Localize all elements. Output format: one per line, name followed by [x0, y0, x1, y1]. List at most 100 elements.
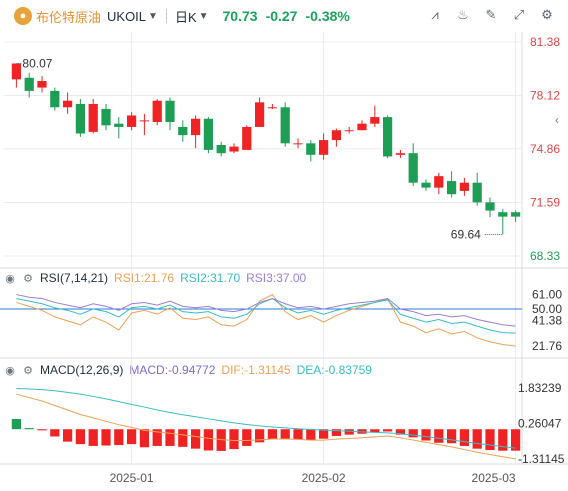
gear-icon[interactable]: ⚙	[23, 364, 33, 377]
y-tick-label: 81.38	[530, 35, 560, 49]
candle-body	[267, 107, 278, 109]
rsi-title[interactable]: RSI(7,14,21)	[40, 271, 109, 285]
macd-bar	[382, 429, 393, 432]
price-change: -0.27	[265, 8, 298, 24]
macd-bar	[395, 429, 406, 435]
candle-body	[280, 107, 290, 144]
macd-bar	[370, 429, 380, 433]
annotation-high-label: 80.07	[22, 56, 52, 70]
rsi-y-tick: 41.38	[532, 313, 562, 327]
rsi-line-rsi1	[16, 293, 516, 347]
candle-body	[472, 182, 482, 203]
y-tick-label: 78.12	[530, 88, 560, 102]
macd-line-dea	[16, 388, 516, 449]
macd-bar	[267, 429, 278, 440]
dea-value: DEA:-0.83759	[296, 363, 372, 377]
compare-icon[interactable]: ⩘	[431, 7, 439, 22]
macd-bar	[459, 429, 470, 446]
macd-bar	[293, 429, 303, 440]
last-price: 70.73	[222, 8, 258, 24]
symbol-label[interactable]: UKOIL	[107, 8, 147, 24]
macd-bar	[510, 429, 521, 451]
candle-body	[293, 143, 303, 145]
candle-body	[101, 108, 111, 126]
candle-body	[357, 123, 367, 131]
fullscreen-icon[interactable]: ⤢	[513, 7, 525, 22]
candle-body	[446, 181, 457, 195]
macd-bar	[88, 429, 98, 446]
x-tick-label: 2025-02	[302, 471, 346, 485]
rsi-line-rsi3	[16, 294, 516, 327]
candle-body	[344, 130, 354, 132]
chart-header: ● 布伦特原油 UKOIL ▼ 日K ▼ 70.73 -0.27 -0.38% …	[0, 0, 568, 32]
candle-body	[152, 100, 162, 123]
x-tick-label: 2025-03	[472, 471, 516, 485]
divider	[165, 9, 167, 23]
chevron-down-icon[interactable]: ▼	[148, 10, 158, 22]
candle-body	[139, 120, 150, 122]
macd-bar	[485, 429, 495, 451]
candle-body	[50, 90, 60, 108]
macd-bar	[472, 429, 482, 449]
macd-bar	[344, 429, 354, 435]
candle-body	[306, 143, 316, 155]
candle-body	[421, 182, 431, 188]
macd-bar	[408, 429, 418, 438]
macd-title[interactable]: MACD(12,26,9)	[40, 363, 124, 377]
period-selector[interactable]: 日K	[174, 9, 197, 25]
eye-icon[interactable]: ◉	[5, 272, 15, 285]
macd-value: MACD:-0.94772	[129, 363, 216, 377]
candle-body	[216, 144, 226, 154]
macd-header: ◉ ⚙ MACD(12,26,9) MACD:-0.94772 DIF:-1.3…	[4, 362, 372, 378]
candle-body	[203, 118, 214, 150]
candle-body	[395, 153, 406, 155]
rsi-y-tick: 21.76	[532, 339, 562, 353]
macd-bar	[114, 429, 124, 446]
draw-icon[interactable]: ✎	[485, 7, 497, 22]
macd-bar	[152, 429, 162, 446]
macd-bar	[446, 429, 457, 444]
macd-y-tick: 1.83239	[518, 381, 562, 395]
macd-bar	[165, 429, 175, 446]
candle-body	[178, 126, 188, 136]
settings-icon[interactable]: ⚙	[541, 7, 553, 22]
dif-value: DIF:-1.31145	[221, 363, 291, 377]
candle-body	[24, 77, 34, 91]
macd-bar	[229, 429, 239, 450]
x-tick-label: 2025-01	[110, 471, 154, 485]
candle-body	[434, 176, 444, 188]
rsi2-value: RSI2:31.70	[180, 271, 241, 285]
candle-body	[382, 117, 393, 157]
macd-bar	[498, 429, 508, 451]
candle-body	[370, 117, 380, 124]
macd-y-tick: 0.26047	[518, 416, 562, 430]
rsi3-value: RSI3:37.00	[246, 271, 307, 285]
eye-icon[interactable]: ◉	[5, 364, 15, 377]
rsi-header: ◉ ⚙ RSI(7,14,21) RSI1:21.76 RSI2:31.70 R…	[4, 270, 306, 286]
instrument-name[interactable]: 布伦特原油	[36, 9, 102, 25]
y-tick-label: 74.86	[530, 142, 560, 156]
macd-bar	[11, 419, 22, 430]
candle-body	[126, 115, 137, 127]
annotation-low-label: 69.64	[451, 228, 481, 242]
candle-body	[11, 63, 22, 80]
collapse-icon: ‹	[555, 113, 559, 127]
candle-body	[88, 103, 98, 132]
macd-y-tick: -1.31145	[518, 452, 565, 466]
macd-bar	[75, 429, 86, 445]
indicator-icon[interactable]: ♨	[457, 7, 469, 22]
macd-bar	[254, 429, 265, 443]
macd-bar	[434, 429, 444, 443]
macd-bar	[331, 429, 342, 436]
macd-bar	[24, 428, 34, 430]
macd-bar	[50, 429, 60, 437]
period-chevron-icon[interactable]: ▼	[198, 10, 209, 22]
candle-body	[254, 102, 265, 127]
macd-bar	[280, 429, 290, 439]
macd-bar	[421, 429, 431, 441]
y-tick-label: 71.59	[530, 196, 560, 210]
gear-icon[interactable]: ⚙	[23, 272, 33, 285]
rsi-y-tick: 61.00	[532, 288, 562, 302]
